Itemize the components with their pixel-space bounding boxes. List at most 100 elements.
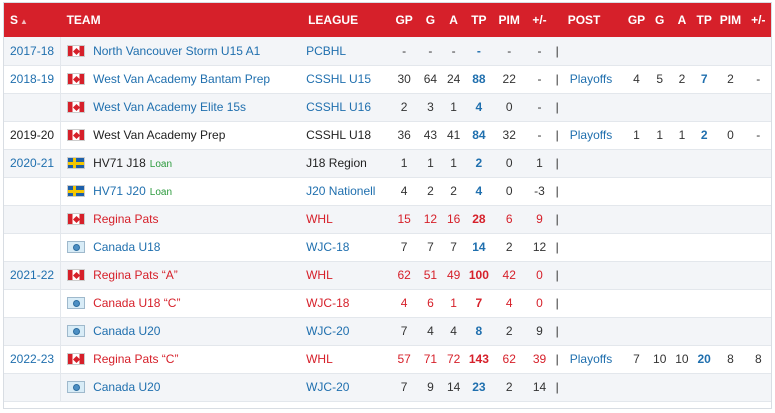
points-cell: 4 xyxy=(475,184,483,198)
separator-header xyxy=(554,3,562,37)
assists-cell: 49 xyxy=(446,268,461,282)
postseason-link[interactable]: Playoffs xyxy=(569,128,613,142)
table-row: Canada U18 “C” WJC-18 4 6 1 7 4 0 | xyxy=(4,289,771,317)
post-goals-cell xyxy=(649,373,671,401)
pim-cell: 4 xyxy=(505,296,513,310)
table-row: 2019-20 West Van Academy Prep CSSHL U18 36 4… xyxy=(4,121,771,149)
points-cell: 100 xyxy=(468,268,489,282)
league-link[interactable]: WHL xyxy=(306,212,333,226)
post-plus-minus-cell xyxy=(746,373,771,401)
table-row: 2021-22 Regina Pats “A” WHL 62 51 49 100 42 0 | xyxy=(4,261,771,289)
table-row: 2018-19 West Van Academy Bantam Prep CSSHL… xyxy=(4,65,771,93)
post-gp-cell xyxy=(624,261,648,289)
league-link[interactable]: WJC-20 xyxy=(306,324,350,338)
gp-cell: 15 xyxy=(397,212,411,226)
postseason-link[interactable]: Playoffs xyxy=(569,72,613,86)
team-link[interactable]: Canada U20 xyxy=(93,324,161,338)
post-tp-header[interactable]: TP xyxy=(696,13,712,27)
post-assists-cell xyxy=(671,317,693,345)
post-pim-cell: 8 xyxy=(727,352,734,366)
assists-cell: 72 xyxy=(446,352,461,366)
postseason-link xyxy=(562,261,625,289)
table-row: West Van Academy Elite 15s CSSHL U16 2 3 1 4 0… xyxy=(4,93,771,121)
league-link[interactable]: WHL xyxy=(306,352,333,366)
league-link[interactable]: WHL xyxy=(306,268,333,282)
league-header[interactable]: LEAGUE xyxy=(308,13,359,27)
post-plus-minus-header[interactable]: +/- xyxy=(751,13,766,27)
table-row: Canada U18 WJC-18 7 7 7 14 2 12 | xyxy=(4,233,771,261)
post-gp-cell: 7 xyxy=(633,352,640,366)
season-cell[interactable]: 2017-18 xyxy=(4,37,62,65)
season-cell[interactable]: 2021-22 xyxy=(4,261,62,289)
season-cell xyxy=(4,233,62,261)
team-link[interactable]: West Van Academy Bantam Prep xyxy=(93,72,271,86)
plus-minus-header[interactable]: +/- xyxy=(532,13,547,27)
team-link[interactable]: Regina Pats “A” xyxy=(93,268,178,282)
team-cell: HV71 J20 Loan xyxy=(61,177,303,205)
team-header[interactable]: TEAM xyxy=(66,13,101,27)
season-header[interactable]: S ▲ xyxy=(10,13,28,27)
team-cell: Canada U18 xyxy=(61,233,303,261)
league-link[interactable]: CSSHL U15 xyxy=(306,72,372,86)
column-separator: | xyxy=(555,380,559,394)
team-link[interactable]: West Van Academy Elite 15s xyxy=(93,100,247,114)
post-header[interactable]: POST xyxy=(567,13,601,27)
team-link[interactable]: HV71 J18 xyxy=(93,156,146,170)
season-cell[interactable]: 2018-19 xyxy=(4,65,62,93)
international-flag-icon xyxy=(67,381,86,393)
gp-cell: 2 xyxy=(400,100,408,114)
postseason-link xyxy=(562,317,625,345)
team-cell: Canada U20 xyxy=(61,317,303,345)
plus-minus-cell: 0 xyxy=(536,268,543,282)
post-plus-minus-cell: 8 xyxy=(754,352,762,366)
post-gp-cell: 4 xyxy=(633,72,640,86)
team-link[interactable]: Regina Pats “C” xyxy=(93,352,179,366)
goals-cell: 4 xyxy=(427,324,434,338)
league-cell: WHL xyxy=(302,345,390,373)
post-a-header[interactable]: A xyxy=(677,13,687,27)
gp-header[interactable]: GP xyxy=(395,13,413,27)
post-gp-cell: 1 xyxy=(633,128,640,142)
column-separator: | xyxy=(555,240,559,254)
post-gp-cell xyxy=(624,177,648,205)
post-assists-cell xyxy=(671,289,693,317)
team-link[interactable]: Canada U18 “C” xyxy=(93,296,181,310)
post-points-cell xyxy=(693,317,715,345)
column-separator: | xyxy=(555,324,559,338)
pim-header[interactable]: PIM xyxy=(498,13,520,27)
season-cell[interactable]: 2022-23 xyxy=(4,345,62,373)
post-g-header[interactable]: G xyxy=(655,13,665,27)
team-link[interactable]: Regina Pats xyxy=(93,212,159,226)
g-header[interactable]: G xyxy=(425,13,436,27)
team-link[interactable]: North Vancouver Storm U15 A1 xyxy=(93,43,261,58)
post-pim-cell xyxy=(715,373,745,401)
post-points-cell xyxy=(693,205,715,233)
goals-cell: 71 xyxy=(423,352,438,366)
league-cell: WJC-20 xyxy=(302,317,390,345)
league-link[interactable]: WJC-20 xyxy=(306,380,350,394)
league-link[interactable]: PCBHL xyxy=(306,43,347,58)
post-pim-header[interactable]: PIM xyxy=(719,13,742,27)
plus-minus-cell: 0 xyxy=(536,296,543,310)
postseason-link[interactable]: Playoffs xyxy=(569,352,613,366)
post-assists-cell: 10 xyxy=(675,352,689,366)
goals-cell: 43 xyxy=(423,128,438,142)
post-goals-cell: 1 xyxy=(656,128,664,142)
league-link[interactable]: WJC-18 xyxy=(306,240,350,254)
tp-header[interactable]: TP xyxy=(471,13,487,27)
league-cell: WHL xyxy=(302,261,390,289)
league-link[interactable]: CSSHL U16 xyxy=(306,100,372,114)
season-cell[interactable]: 2020-21 xyxy=(4,149,62,177)
team-link[interactable]: HV71 J20 xyxy=(93,184,146,198)
team-link[interactable]: Canada U20 xyxy=(93,380,161,394)
post-gp-header[interactable]: GP xyxy=(627,13,646,27)
team-link[interactable]: West Van Academy Prep xyxy=(93,128,226,142)
league-link[interactable]: J20 Nationell xyxy=(306,184,376,198)
canada-flag-icon xyxy=(67,129,86,141)
team-link[interactable]: Canada U18 xyxy=(93,240,161,254)
team-cell: Regina Pats xyxy=(61,205,303,233)
canada-flag-icon xyxy=(67,73,86,85)
team-cell: West Van Academy Bantam Prep xyxy=(61,65,303,93)
league-link[interactable]: WJC-18 xyxy=(306,296,350,310)
a-header[interactable]: A xyxy=(449,13,458,27)
